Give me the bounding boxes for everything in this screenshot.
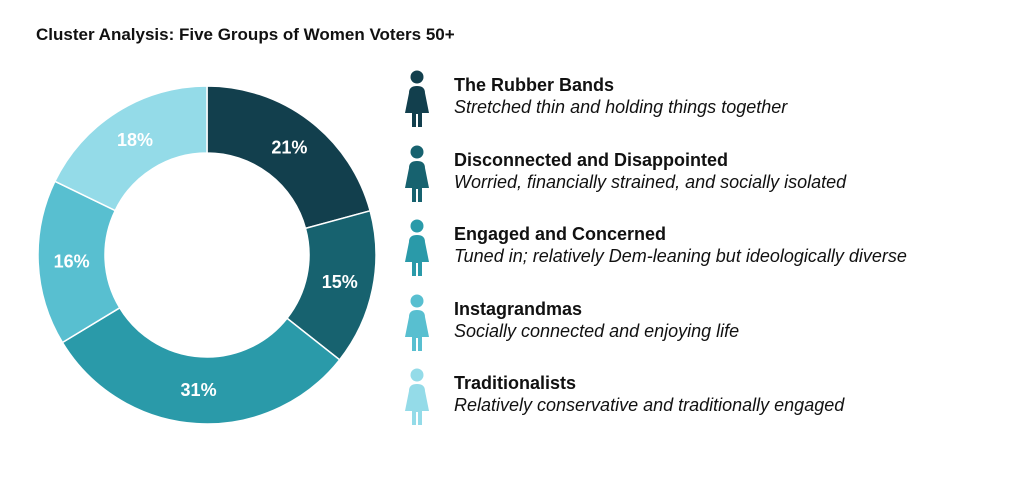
legend-name: Instagrandmas bbox=[454, 298, 583, 319]
donut-slice-3 bbox=[61, 306, 341, 425]
legend-text: Disconnected and Disappointed Worried, f… bbox=[454, 149, 846, 193]
legend-description: Socially connected and enjoying life bbox=[454, 320, 740, 341]
chart-legend: The Rubber Bands Stretched thin and hold… bbox=[398, 68, 1008, 441]
woman-icon bbox=[405, 219, 429, 276]
legend-name: Disconnected and Disappointed bbox=[454, 149, 729, 170]
legend-text: The Rubber Bands Stretched thin and hold… bbox=[454, 74, 787, 118]
legend-item: The Rubber Bands Stretched thin and hold… bbox=[398, 68, 1008, 143]
woman-icon bbox=[405, 145, 429, 202]
legend-item: Traditionalists Relatively conservative … bbox=[398, 366, 1008, 441]
slice-label-2: 15% bbox=[322, 272, 358, 292]
slice-label-1: 21% bbox=[271, 137, 307, 157]
legend-name: The Rubber Bands bbox=[454, 75, 615, 95]
donut-slice-1 bbox=[206, 85, 372, 230]
slice-label-3: 31% bbox=[181, 380, 217, 400]
woman-icon bbox=[405, 294, 429, 351]
slice-label-5: 18% bbox=[117, 130, 153, 150]
woman-icon bbox=[405, 368, 429, 425]
chart-title: Cluster Analysis: Five Groups of Women V… bbox=[36, 25, 455, 44]
legend-name: Traditionalists bbox=[454, 373, 577, 393]
donut-chart: 21% 15% 31% 16% 18% bbox=[37, 85, 377, 425]
legend-item: Engaged and Concerned Tuned in; relative… bbox=[398, 217, 1008, 292]
legend-description: Worried, financially strained, and socia… bbox=[454, 171, 847, 192]
slice-label-4: 16% bbox=[54, 251, 90, 271]
donut-slice-5 bbox=[53, 85, 208, 212]
legend-text: Engaged and Concerned Tuned in; relative… bbox=[454, 223, 907, 267]
legend-name: Engaged and Concerned bbox=[454, 224, 667, 244]
legend-item: Instagrandmas Socially connected and enj… bbox=[398, 292, 1008, 367]
woman-icon bbox=[405, 70, 429, 127]
legend-description: Stretched thin and holding things togeth… bbox=[454, 97, 788, 117]
legend-text: Instagrandmas Socially connected and enj… bbox=[454, 298, 739, 342]
legend-text: Traditionalists Relatively conservative … bbox=[454, 372, 844, 416]
legend-description: Tuned in; relatively Dem-leaning but ide… bbox=[454, 246, 907, 266]
legend-item: Disconnected and Disappointed Worried, f… bbox=[398, 143, 1008, 218]
legend-description: Relatively conservative and traditionall… bbox=[454, 395, 845, 415]
